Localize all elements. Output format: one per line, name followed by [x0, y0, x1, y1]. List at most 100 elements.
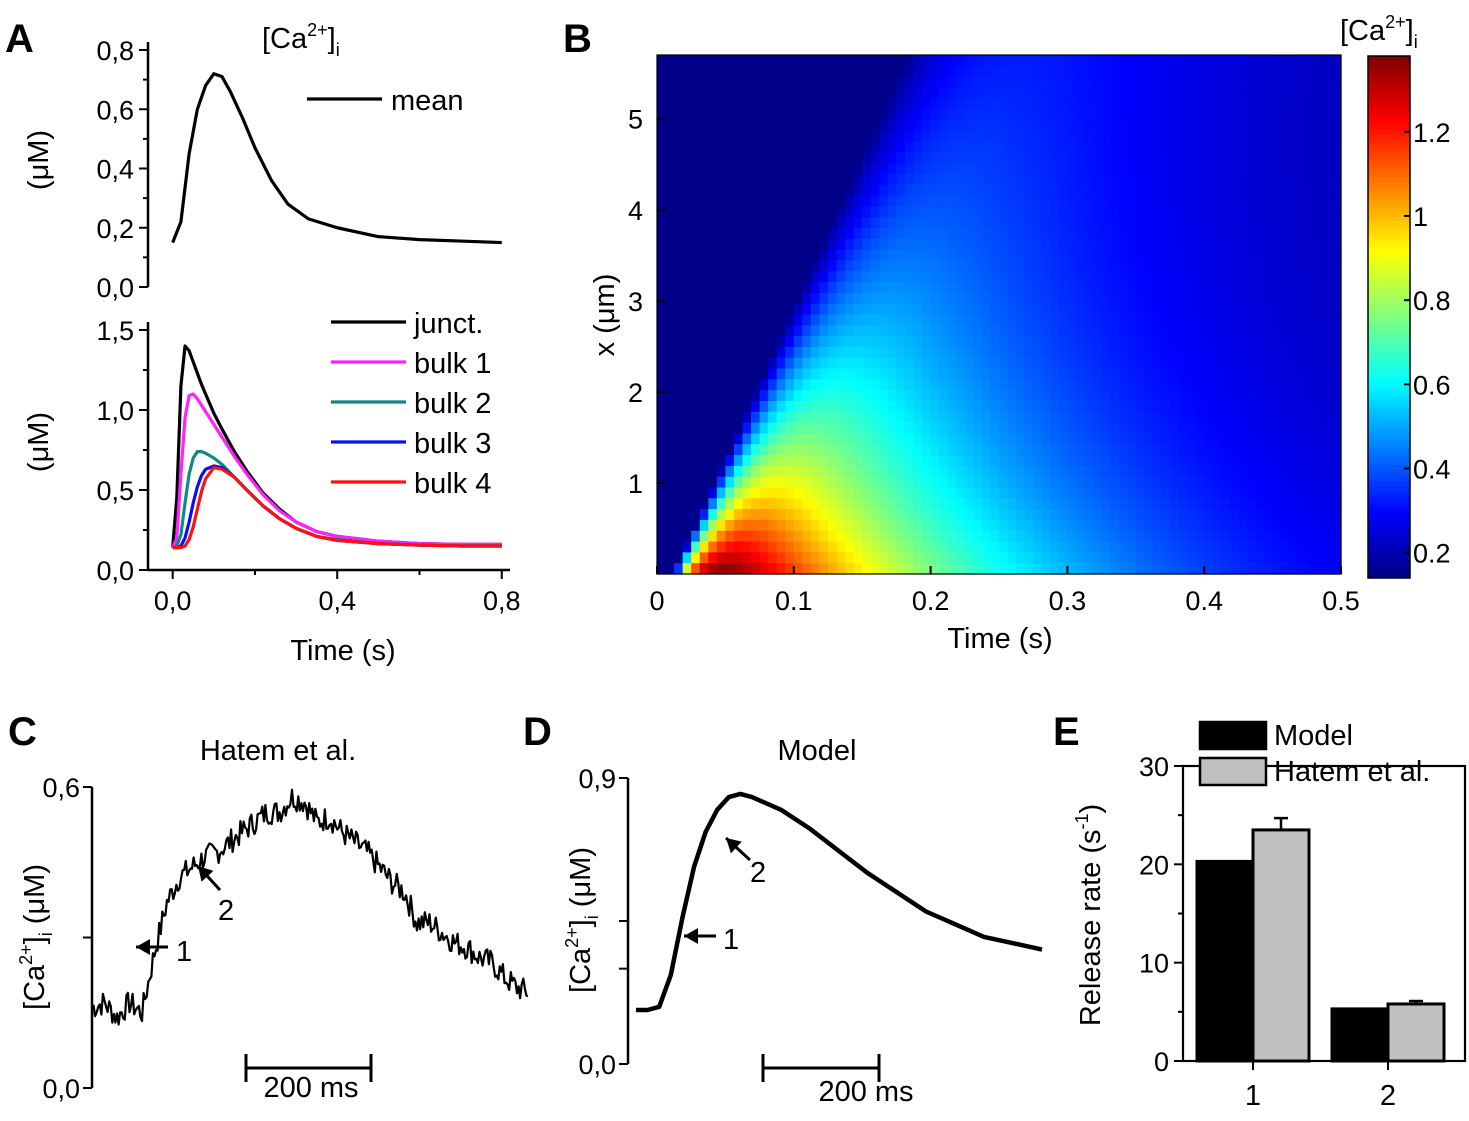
heatmap-cell	[768, 433, 778, 445]
heatmap-cell	[836, 487, 846, 499]
heatmap-cell	[973, 379, 983, 391]
heatmap-cell	[1110, 260, 1120, 272]
heatmap-cell	[1161, 444, 1171, 456]
heatmap-cell	[947, 292, 957, 305]
heatmap-cell	[1110, 76, 1120, 89]
heatmap-cell	[785, 314, 795, 326]
heatmap-cell	[1050, 552, 1060, 564]
heatmap-cell	[1118, 379, 1128, 391]
heatmap-cell	[828, 249, 838, 262]
heatmap-cell	[810, 411, 821, 424]
b-xlabel: Time (s)	[947, 623, 1052, 655]
heatmap-cell	[930, 411, 940, 424]
heatmap-cell	[1084, 260, 1094, 272]
heatmap-cell	[1118, 541, 1128, 553]
heatmap-cell	[956, 249, 966, 262]
heatmap-cell	[708, 206, 718, 218]
heatmap-cell	[682, 173, 692, 186]
heatmap-cell	[862, 379, 872, 391]
heatmap-cell	[1093, 476, 1103, 489]
heatmap-cell	[768, 563, 778, 575]
heatmap-cell	[716, 152, 726, 164]
y-tick-label: 0,9	[578, 764, 616, 794]
heatmap-cell	[793, 541, 803, 553]
heatmap-cell	[896, 55, 906, 67]
heatmap-cell	[657, 228, 667, 240]
heatmap-cell	[1016, 217, 1026, 229]
heatmap-cell	[1298, 55, 1308, 67]
heatmap-cell	[1007, 509, 1017, 521]
heatmap-cell	[1298, 552, 1308, 564]
heatmap-cell	[1306, 249, 1316, 262]
heatmap-cell	[879, 336, 889, 348]
heatmap-cell	[657, 336, 667, 348]
heatmap-cell	[742, 357, 752, 370]
heatmap-cell	[1323, 530, 1334, 543]
heatmap-cell	[1135, 173, 1145, 186]
heatmap-cell	[887, 379, 897, 391]
heatmap-cell	[768, 206, 778, 218]
heatmap-cell	[1161, 130, 1171, 143]
heatmap-cell	[742, 130, 752, 143]
heatmap-cell	[657, 152, 667, 164]
heatmap-cell	[990, 498, 1000, 510]
heatmap-cell	[776, 422, 786, 435]
heatmap-cell	[1093, 109, 1103, 121]
heatmap-cell	[930, 498, 940, 510]
heatmap-cell	[708, 552, 718, 564]
heatmap-cell	[1323, 238, 1334, 251]
heatmap-cell	[1212, 411, 1222, 424]
heatmap-cell	[1332, 76, 1342, 89]
heatmap-cell	[742, 184, 752, 197]
heatmap-cell	[999, 55, 1009, 67]
heatmap-cell	[708, 476, 718, 489]
heatmap-cell	[1024, 509, 1034, 521]
heatmap-cell	[665, 336, 675, 348]
heatmap-cell	[1101, 65, 1111, 78]
heatmap-cell	[964, 444, 974, 456]
heatmap-cell	[1093, 455, 1103, 467]
heatmap-cell	[1246, 292, 1257, 305]
heatmap-cell	[913, 487, 923, 499]
heatmap-cell	[836, 130, 846, 143]
heatmap-cell	[793, 228, 803, 240]
heatmap-cell	[1135, 87, 1145, 99]
heatmap-cell	[1058, 401, 1068, 413]
heatmap-cell	[1264, 292, 1274, 305]
heatmap-cell	[896, 368, 906, 380]
heatmap-cell	[1041, 433, 1051, 445]
heatmap-cell	[870, 455, 880, 467]
heatmap-cell	[1281, 401, 1291, 413]
heatmap-cell	[870, 433, 880, 445]
heatmap-cell	[751, 552, 761, 564]
heatmap-cell	[1161, 76, 1171, 89]
heatmap-cell	[1041, 76, 1051, 89]
heatmap-cell	[1264, 487, 1274, 499]
heatmap-cell	[1067, 401, 1077, 413]
heatmap-cell	[1033, 260, 1043, 272]
heatmap-cell	[674, 55, 684, 67]
heatmap-cell	[1187, 530, 1197, 543]
heatmap-cell	[1281, 498, 1291, 510]
heatmap-cell	[785, 379, 795, 391]
heatmap-cell	[1067, 195, 1077, 207]
heatmap-cell	[947, 228, 957, 240]
heatmap-cell	[759, 411, 769, 424]
heatmap-cell	[1315, 411, 1325, 424]
heatmap-cell	[810, 541, 821, 553]
heatmap-cell	[1212, 76, 1222, 89]
heatmap-cell	[981, 368, 992, 380]
heatmap-cell	[742, 206, 752, 218]
heatmap-cell	[939, 119, 949, 132]
heatmap-cell	[1315, 292, 1325, 305]
heatmap-cell	[1050, 282, 1060, 294]
heatmap-cell	[674, 390, 684, 402]
heatmap-cell	[1118, 336, 1128, 348]
heatmap-cell	[1024, 487, 1034, 499]
colorbar-segment	[1368, 564, 1410, 570]
heatmap-cell	[1264, 130, 1274, 143]
heatmap-cell	[1212, 195, 1222, 207]
heatmap-cell	[1067, 119, 1077, 132]
heatmap-cell	[1135, 314, 1145, 326]
